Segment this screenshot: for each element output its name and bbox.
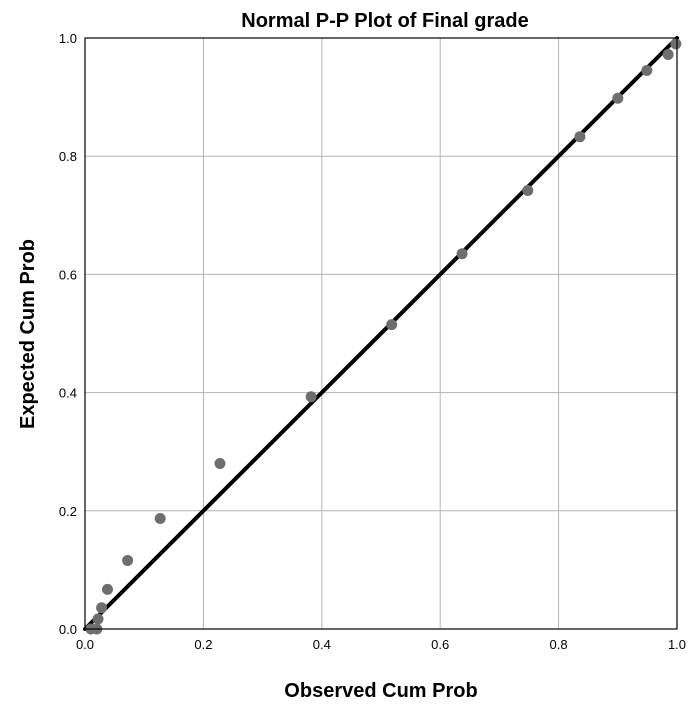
data-point-13 [612,92,624,104]
y-axis-label: Expected Cum Prob [17,239,39,429]
data-point-9 [386,319,398,331]
data-points [85,38,682,635]
y-tick-label-3: 0.6 [59,267,77,282]
x-tick-label-1: 0.2 [194,637,212,652]
data-point-16 [670,38,682,50]
chart-title: Normal P-P Plot of Final grade [241,10,528,32]
data-point-8 [305,391,317,403]
data-point-7 [214,458,226,470]
x-tick-label-0: 0.0 [76,637,94,652]
x-tick-label-5: 1.0 [668,637,686,652]
y-tick-label-0: 0.0 [59,622,77,637]
data-point-14 [641,65,653,77]
data-point-3 [96,602,108,614]
data-point-5 [122,554,134,566]
data-point-4 [101,583,113,595]
plot-frame [84,37,678,630]
y-tick-labels: 0.0 0.2 0.4 0.6 0.8 1.0 [59,31,77,637]
data-point-15 [662,49,674,61]
y-tick-label-1: 0.2 [59,504,77,519]
data-point-2 [92,613,104,625]
x-tick-labels: 0.0 0.2 0.4 0.6 0.8 1.0 [76,637,686,652]
y-tick-label-4: 0.8 [59,149,77,164]
reference-line [83,36,679,631]
x-tick-label-4: 0.8 [550,637,568,652]
x-tick-label-3: 0.6 [431,637,449,652]
data-point-10 [456,248,468,260]
y-tick-label-2: 0.4 [59,386,77,401]
data-point-6 [154,512,166,524]
y-tick-label-5: 1.0 [59,31,77,46]
x-tick-label-2: 0.4 [313,637,331,652]
grid-lines [85,38,677,629]
data-point-11 [522,184,534,196]
data-point-12 [574,131,586,143]
x-axis-label: Observed Cum Prob [284,680,477,702]
